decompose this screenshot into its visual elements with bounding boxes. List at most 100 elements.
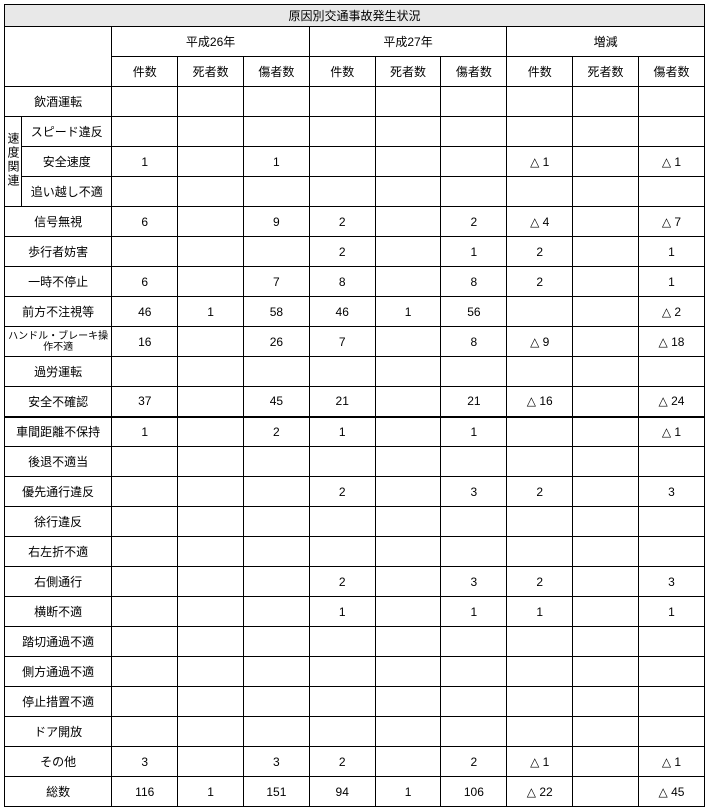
table-row: 後退不適当	[5, 447, 705, 477]
data-cell: 45	[243, 387, 309, 417]
data-cell	[441, 627, 507, 657]
data-cell	[178, 267, 244, 297]
data-cell	[507, 657, 573, 687]
data-cell: 37	[112, 387, 178, 417]
data-cell	[375, 477, 441, 507]
data-cell	[178, 357, 244, 387]
table-row: 安全不確認37452121△ 16△ 24	[5, 387, 705, 417]
data-cell	[178, 177, 244, 207]
data-cell	[178, 237, 244, 267]
data-cell: △ 7	[638, 207, 704, 237]
data-cell	[178, 387, 244, 417]
data-cell: 94	[309, 777, 375, 807]
data-cell	[309, 537, 375, 567]
data-cell	[507, 417, 573, 447]
data-cell: △ 22	[507, 777, 573, 807]
data-cell	[243, 117, 309, 147]
data-cell	[441, 687, 507, 717]
data-cell	[243, 447, 309, 477]
subhead: 傷者数	[638, 57, 704, 87]
data-cell: 2	[243, 417, 309, 447]
data-cell: 1	[178, 777, 244, 807]
subhead: 件数	[309, 57, 375, 87]
row-label: 歩行者妨害	[5, 237, 112, 267]
data-cell: 1	[441, 237, 507, 267]
data-cell: 6	[112, 267, 178, 297]
data-cell	[243, 597, 309, 627]
data-cell: △ 1	[638, 147, 704, 177]
data-cell	[178, 477, 244, 507]
data-cell: 2	[309, 477, 375, 507]
data-cell	[243, 657, 309, 687]
data-cell	[638, 507, 704, 537]
row-label: 横断不適	[5, 597, 112, 627]
data-cell	[112, 687, 178, 717]
data-cell: 56	[441, 297, 507, 327]
data-cell: 2	[309, 237, 375, 267]
data-cell	[638, 627, 704, 657]
year-header-2: 平成27年	[309, 27, 506, 57]
data-cell	[573, 537, 639, 567]
data-cell	[638, 177, 704, 207]
row-label: ハンドル・ブレーキ操作不適	[5, 327, 112, 357]
data-cell	[638, 717, 704, 747]
data-cell	[178, 597, 244, 627]
data-cell	[573, 117, 639, 147]
data-cell	[178, 687, 244, 717]
data-cell: 2	[507, 267, 573, 297]
data-cell: 3	[638, 567, 704, 597]
row-label: 右側通行	[5, 567, 112, 597]
data-cell	[178, 87, 244, 117]
data-cell	[638, 357, 704, 387]
row-label: ドア開放	[5, 717, 112, 747]
row-label: 一時不停止	[5, 267, 112, 297]
data-cell	[375, 417, 441, 447]
subhead: 件数	[112, 57, 178, 87]
data-cell	[243, 537, 309, 567]
data-cell	[507, 117, 573, 147]
row-label: 安全速度	[22, 147, 112, 177]
data-cell	[441, 657, 507, 687]
data-cell	[638, 87, 704, 117]
data-cell	[243, 717, 309, 747]
data-cell	[375, 717, 441, 747]
data-cell: 1	[507, 597, 573, 627]
data-cell	[573, 87, 639, 117]
data-cell: 58	[243, 297, 309, 327]
data-cell: △ 1	[638, 417, 704, 447]
table-row: 側方通過不適	[5, 657, 705, 687]
data-cell	[178, 537, 244, 567]
data-cell	[178, 447, 244, 477]
data-cell	[375, 747, 441, 777]
data-cell	[441, 87, 507, 117]
data-cell	[243, 87, 309, 117]
speed-group-label: 速度関連	[5, 117, 22, 207]
table-row: ドア開放	[5, 717, 705, 747]
data-cell	[112, 177, 178, 207]
row-label: 飲酒運転	[5, 87, 112, 117]
data-cell	[243, 177, 309, 207]
data-cell	[112, 597, 178, 627]
data-cell	[375, 657, 441, 687]
accident-stats-table: 原因別交通事故発生状況 平成26年 平成27年 増減 件数 死者数 傷者数 件数…	[4, 4, 705, 807]
data-cell	[375, 87, 441, 117]
data-cell	[375, 117, 441, 147]
table-row: 信号無視6922△ 4△ 7	[5, 207, 705, 237]
data-cell: 8	[441, 267, 507, 297]
data-cell	[638, 657, 704, 687]
data-cell: 26	[243, 327, 309, 357]
data-cell	[112, 357, 178, 387]
data-cell	[507, 537, 573, 567]
data-cell	[573, 687, 639, 717]
data-cell: 2	[507, 237, 573, 267]
data-cell	[507, 177, 573, 207]
data-cell	[638, 447, 704, 477]
data-cell	[507, 357, 573, 387]
data-cell	[112, 537, 178, 567]
data-cell	[375, 627, 441, 657]
data-cell	[309, 657, 375, 687]
row-label: 車間距離不保持	[5, 417, 112, 447]
data-cell: 46	[112, 297, 178, 327]
data-cell	[573, 717, 639, 747]
data-cell	[441, 357, 507, 387]
